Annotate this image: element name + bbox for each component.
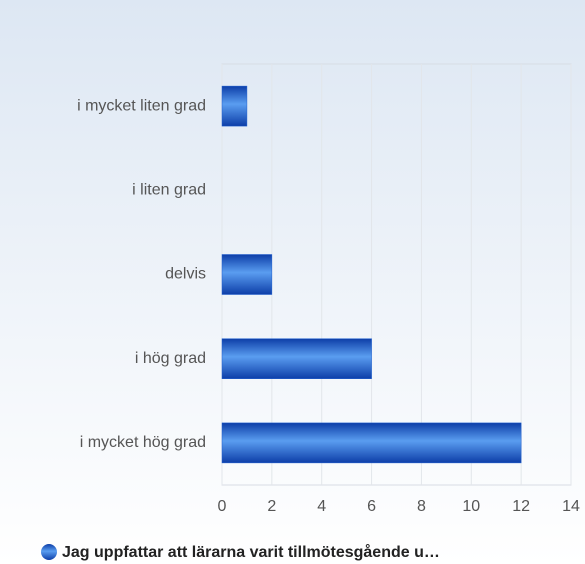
x-tick-label: 12 [512, 498, 530, 515]
y-tick-label: i mycket hög grad [80, 434, 206, 451]
bar [221, 338, 372, 379]
y-tick-label: i mycket liten grad [77, 97, 206, 114]
y-tick-label: i liten grad [132, 182, 206, 199]
bar [221, 85, 248, 127]
x-tick-label: 14 [562, 498, 580, 515]
x-tick-label: 4 [317, 498, 326, 515]
bar [221, 422, 522, 464]
y-tick-label: delvis [165, 266, 206, 283]
y-tick-label: i hög grad [135, 350, 206, 367]
x-tick-label: 6 [367, 498, 376, 515]
legend-label: Jag uppfattar att lärarna varit tillmöte… [62, 543, 440, 561]
x-tick-label: 2 [267, 498, 276, 515]
x-tick-label: 0 [218, 498, 227, 515]
legend-marker [41, 544, 57, 560]
x-tick-label: 8 [417, 498, 426, 515]
x-tick-label: 10 [462, 498, 480, 515]
bar [221, 254, 273, 295]
